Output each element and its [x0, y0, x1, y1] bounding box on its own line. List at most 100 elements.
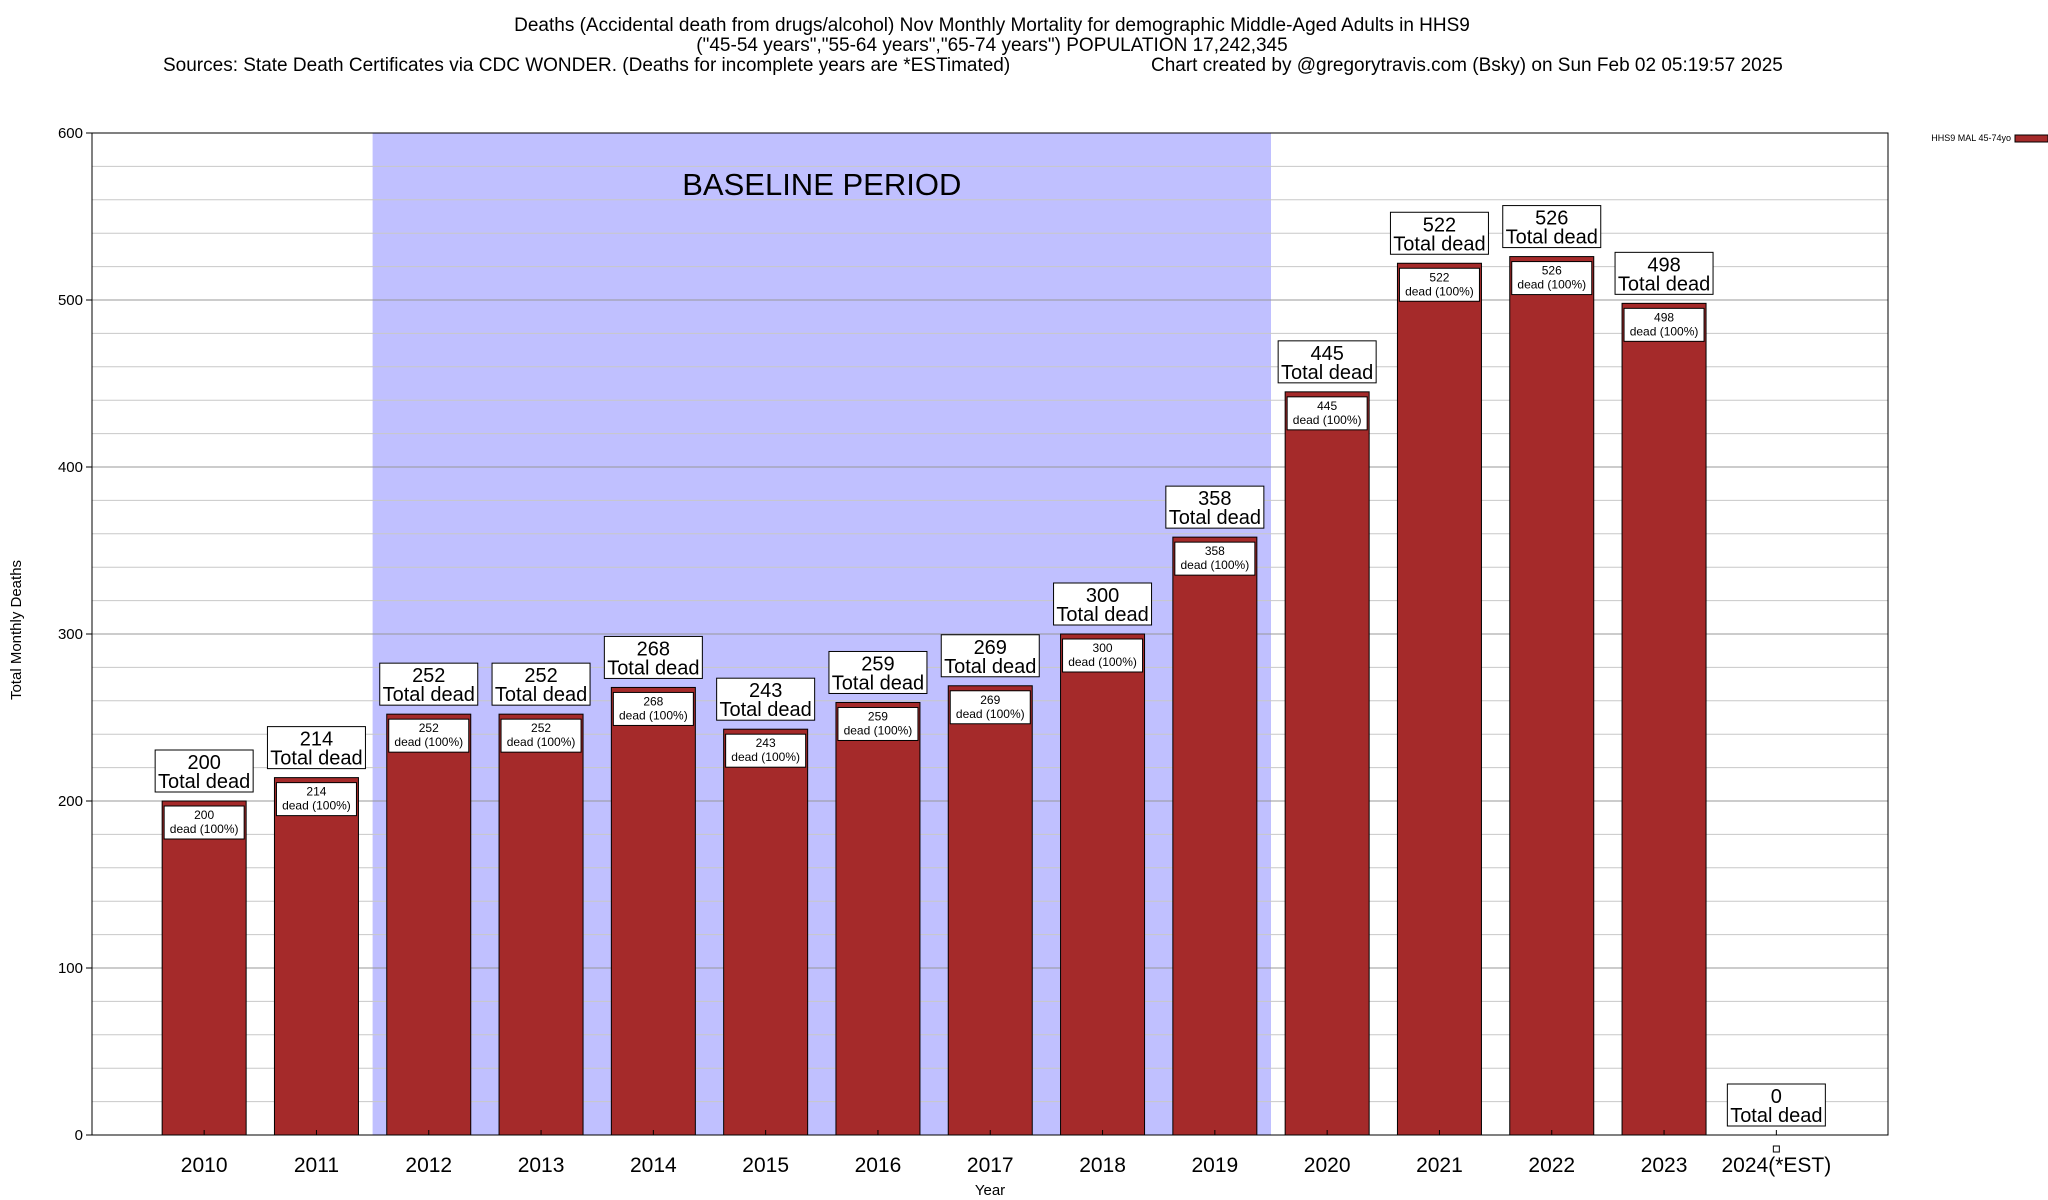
x-tick-label: 2023 — [1641, 1154, 1688, 1177]
total-label-box — [1277, 340, 1377, 384]
inner-label-text: dead (100%) — [619, 708, 688, 722]
total-label-box — [1165, 485, 1265, 529]
total-label-text: Total dead — [270, 748, 362, 770]
inner-label-value: 252 — [531, 721, 551, 735]
inner-label-text: dead (100%) — [731, 750, 800, 764]
y-tick-label: 600 — [58, 125, 83, 142]
inner-label-text: dead (100%) — [1293, 413, 1362, 427]
bar — [835, 701, 921, 1136]
inner-label-value: 358 — [1205, 544, 1225, 558]
total-label-value: 268 — [637, 638, 670, 660]
total-label-value: 526 — [1535, 208, 1568, 230]
x-tick-label: 2011 — [294, 1154, 339, 1177]
total-label-text: Total dead — [832, 672, 924, 694]
total-label-box — [1502, 205, 1602, 249]
bar — [1621, 302, 1707, 1136]
inner-label-text: dead (100%) — [1517, 278, 1586, 292]
x-tick-label: 2019 — [1191, 1154, 1238, 1177]
x-tick-label: 2015 — [742, 1154, 789, 1177]
x-tick-label: 2010 — [181, 1154, 228, 1177]
inner-label-box — [1623, 307, 1705, 342]
total-label-box — [828, 650, 928, 694]
total-label-value: 259 — [861, 653, 894, 675]
total-label-text: Total dead — [1281, 362, 1373, 384]
bar — [386, 713, 472, 1136]
baseline-label: BASELINE PERIOD — [682, 167, 961, 202]
inner-label-value: 445 — [1317, 399, 1337, 413]
bar — [1509, 256, 1595, 1136]
bar — [273, 777, 359, 1136]
inner-label-value: 268 — [643, 694, 663, 708]
total-label-value: 252 — [412, 665, 445, 687]
chart-header: Deaths (Accidental death from drugs/alco… — [163, 15, 1783, 76]
total-label-value: 200 — [187, 752, 220, 774]
x-tick-label: 2014 — [630, 1154, 677, 1177]
total-label-value: 243 — [749, 680, 782, 702]
x-tick-label: 2020 — [1304, 1154, 1351, 1177]
total-label-value: 214 — [300, 729, 333, 751]
total-label-value: 252 — [524, 665, 557, 687]
x-axis-label: Year — [975, 1182, 1005, 1199]
bar — [1060, 633, 1146, 1136]
inner-label-value: 214 — [306, 785, 326, 799]
axes: 0 100 200 300 400 500 600 2010 2011 2012 2013 2014 2… — [58, 125, 1889, 1177]
inner-label-text: dead (100%) — [282, 799, 351, 813]
total-label-box — [603, 635, 703, 679]
bar — [161, 800, 247, 1136]
total-label-box — [1389, 211, 1489, 255]
x-tick-label: 2012 — [405, 1154, 452, 1177]
x-tick-label: 2024(*EST) — [1721, 1154, 1831, 1177]
total-label-box — [940, 634, 1040, 678]
total-label-text: Total dead — [1506, 227, 1598, 249]
total-label-value: 358 — [1198, 488, 1231, 510]
inner-label-box — [1286, 396, 1368, 431]
inner-label-box — [388, 718, 470, 753]
total-label-value: 0 — [1771, 1086, 1782, 1108]
bar — [1396, 262, 1482, 1136]
inner-label-value: 498 — [1654, 310, 1674, 324]
inner-label-text: dead (100%) — [1068, 655, 1137, 669]
inner-label-text: dead (100%) — [1630, 324, 1699, 338]
inner-label-text: dead (100%) — [507, 735, 576, 749]
inner-label-value: 522 — [1429, 270, 1449, 284]
chart-title-line2: ("45-54 years","55-64 years","65-74 year… — [696, 35, 1287, 56]
inner-label-box — [725, 733, 807, 768]
inner-label-text: dead (100%) — [956, 707, 1025, 721]
inner-label-text: dead (100%) — [844, 723, 913, 737]
total-label-box — [1053, 582, 1153, 626]
total-label-value: 269 — [974, 637, 1007, 659]
y-tick-label: 400 — [58, 459, 83, 476]
y-tick-label: 500 — [58, 292, 83, 309]
total-label-text: Total dead — [607, 657, 699, 679]
bar — [1284, 391, 1370, 1136]
inner-label-value: 269 — [980, 693, 1000, 707]
y-tick-label: 100 — [58, 960, 83, 977]
bar — [1172, 536, 1258, 1136]
inner-label-text: dead (100%) — [1180, 558, 1249, 572]
inner-label-box — [1062, 638, 1144, 673]
inner-label-box — [275, 782, 357, 817]
inner-label-box — [612, 691, 694, 726]
legend: HHS9 MAL 45-74yo — [1931, 133, 2048, 143]
total-label-value: 300 — [1086, 585, 1119, 607]
total-label-box — [154, 749, 254, 793]
inner-label-box — [1511, 261, 1593, 296]
inner-label-value: 243 — [756, 736, 776, 750]
x-tick-label: 2013 — [518, 1154, 565, 1177]
inner-label-box — [163, 805, 245, 840]
total-label-text: Total dead — [1393, 233, 1485, 255]
total-label-box — [266, 726, 366, 770]
bar — [947, 685, 1033, 1136]
total-label-box — [491, 662, 591, 706]
total-label-value: 445 — [1310, 343, 1343, 365]
total-label-text: Total dead — [944, 656, 1036, 678]
y-tick-label: 0 — [75, 1127, 83, 1144]
x-tick-label: 2018 — [1079, 1154, 1126, 1177]
total-label-box — [1614, 251, 1714, 295]
chart-credit: Chart created by @gregorytravis.com (Bsk… — [1151, 55, 1783, 76]
total-label-value: 522 — [1423, 214, 1456, 236]
legend-label: HHS9 MAL 45-74yo — [1931, 133, 2011, 143]
inner-label-box — [500, 718, 582, 753]
inner-label-box — [837, 706, 919, 741]
